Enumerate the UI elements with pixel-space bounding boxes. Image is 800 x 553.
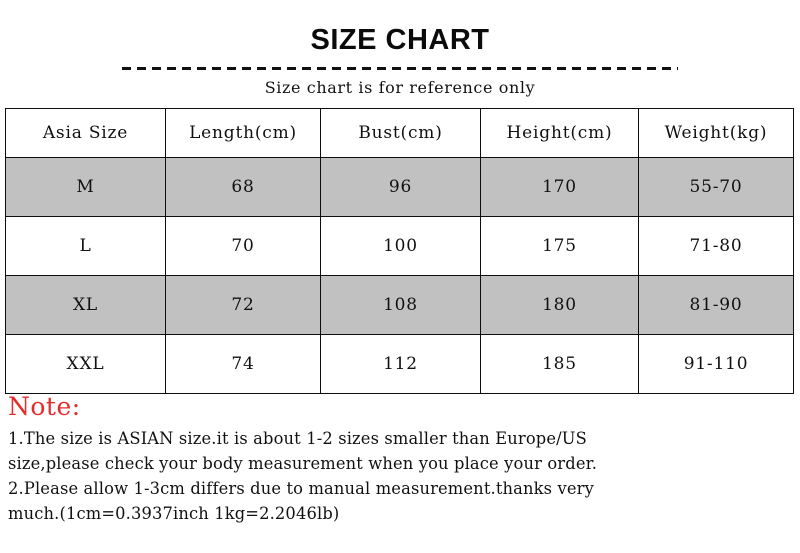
table-row: L 70 100 175 71-80: [5, 216, 794, 276]
cell-length: 72: [165, 275, 321, 335]
cell-size: L: [5, 216, 166, 276]
cell-size: M: [5, 157, 166, 217]
column-header-asia-size: Asia Size: [5, 108, 166, 158]
cell-size: XXL: [5, 334, 166, 394]
table-header-row: Asia Size Length(cm) Bust(cm) Height(cm)…: [5, 108, 794, 158]
cell-height: 180: [480, 275, 639, 335]
column-header-weight: Weight(kg): [638, 108, 794, 158]
cell-weight: 91-110: [638, 334, 794, 394]
size-chart-table: Asia Size Length(cm) Bust(cm) Height(cm)…: [5, 108, 794, 394]
note-line: size,please check your body measurement …: [8, 454, 598, 473]
subtitle-text: Size chart is for reference only: [264, 78, 536, 97]
column-header-length: Length(cm): [165, 108, 321, 158]
cell-bust: 100: [320, 216, 481, 276]
note-heading: Note:: [8, 392, 81, 421]
table-row: XL 72 108 180 81-90: [5, 275, 794, 335]
page-title: SIZE CHART: [310, 24, 490, 56]
cell-length: 74: [165, 334, 321, 394]
note-line: much.(1cm=0.3937inch 1kg=2.2046lb): [8, 504, 340, 523]
note-line: 1.The size is ASIAN size.it is about 1-2…: [8, 429, 587, 448]
note-block: Note: 1.The size is ASIAN size.it is abo…: [8, 392, 796, 526]
cell-bust: 108: [320, 275, 481, 335]
cell-height: 185: [480, 334, 639, 394]
cell-length: 68: [165, 157, 321, 217]
cell-height: 170: [480, 157, 639, 217]
table-row: M 68 96 170 55-70: [5, 157, 794, 217]
cell-bust: 96: [320, 157, 481, 217]
note-line: 2.Please allow 1-3cm differs due to manu…: [8, 479, 594, 498]
cell-weight: 71-80: [638, 216, 794, 276]
cell-height: 175: [480, 216, 639, 276]
cell-weight: 55-70: [638, 157, 794, 217]
title-block: SIZE CHART Size chart is for reference o…: [0, 0, 800, 97]
table-row: XXL 74 112 185 91-110: [5, 334, 794, 394]
column-header-bust: Bust(cm): [320, 108, 481, 158]
column-header-height: Height(cm): [480, 108, 639, 158]
size-chart-table-container: Asia Size Length(cm) Bust(cm) Height(cm)…: [5, 108, 794, 394]
cell-weight: 81-90: [638, 275, 794, 335]
cell-size: XL: [5, 275, 166, 335]
dashed-divider: [122, 67, 678, 70]
cell-bust: 112: [320, 334, 481, 394]
cell-length: 70: [165, 216, 321, 276]
